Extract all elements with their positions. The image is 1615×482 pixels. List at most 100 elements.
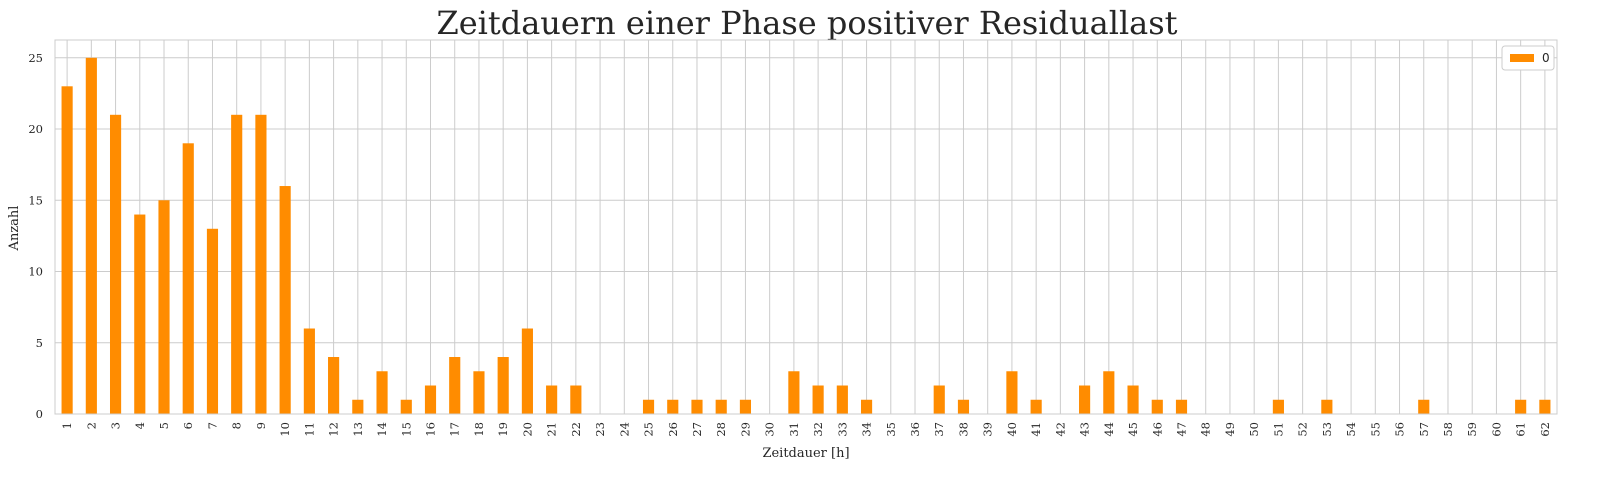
x-tick-label: 40 — [1005, 422, 1019, 437]
bar — [1127, 385, 1139, 414]
x-tick-label: 24 — [617, 422, 631, 437]
bar — [957, 399, 970, 414]
x-tick-label: 19 — [496, 422, 510, 437]
x-tick-label: 15 — [399, 422, 413, 437]
x-tick-label: 7 — [205, 422, 219, 429]
bar — [642, 399, 655, 414]
x-tick-label: 10 — [278, 422, 292, 437]
y-axis-ticks: 0 5 10 15 20 25 — [28, 51, 43, 421]
x-tick-label: 9 — [254, 422, 268, 429]
x-tick-label: 56 — [1393, 422, 1407, 437]
x-tick-label: 51 — [1271, 422, 1285, 437]
chart-title: Zeitdauern einer Phase positiver Residua… — [436, 4, 1177, 42]
x-tick-label: 48 — [1199, 422, 1213, 437]
bar — [1418, 399, 1430, 414]
y-tick-label: 5 — [36, 336, 43, 350]
x-tick-label: 55 — [1368, 422, 1382, 437]
x-tick-label: 60 — [1489, 422, 1503, 437]
x-tick-label: 52 — [1296, 422, 1310, 437]
bar — [570, 385, 582, 414]
x-tick-label: 46 — [1150, 422, 1164, 437]
legend-label: 0 — [1542, 51, 1550, 65]
x-tick-label: 35 — [884, 422, 898, 437]
x-tick-label: 59 — [1465, 422, 1479, 437]
bar — [182, 143, 194, 415]
x-tick-label: 28 — [714, 422, 728, 437]
x-tick-label: 47 — [1175, 422, 1189, 437]
x-tick-label: 13 — [351, 422, 365, 437]
x-tick-label: 41 — [1029, 422, 1043, 437]
bar — [424, 385, 437, 414]
x-tick-label: 6 — [181, 422, 195, 429]
y-tick-label: 20 — [28, 122, 43, 136]
y-tick-label: 25 — [28, 51, 43, 65]
bar — [836, 385, 848, 414]
x-tick-label: 25 — [642, 422, 656, 437]
x-tick-label: 2 — [84, 422, 98, 429]
x-tick-label: 39 — [981, 422, 995, 437]
x-tick-label: 42 — [1053, 422, 1067, 437]
bar — [352, 399, 364, 414]
x-tick-label: 37 — [932, 422, 946, 437]
x-tick-label: 29 — [738, 422, 752, 437]
bar — [933, 385, 945, 414]
bar — [788, 371, 800, 414]
bar — [1151, 399, 1163, 414]
x-tick-label: 21 — [545, 422, 559, 437]
bar — [1079, 385, 1091, 414]
x-tick-label: 23 — [593, 422, 607, 437]
y-tick-label: 0 — [36, 407, 43, 421]
x-tick-label: 61 — [1514, 422, 1528, 437]
bar — [1321, 399, 1333, 414]
x-tick-label: 20 — [520, 422, 534, 437]
bar — [255, 114, 267, 415]
bar — [231, 114, 243, 415]
x-tick-label: 12 — [327, 422, 341, 437]
x-tick-label: 44 — [1102, 422, 1116, 437]
x-tick-label: 54 — [1344, 422, 1358, 437]
bar — [400, 399, 412, 414]
x-tick-label: 5 — [157, 422, 171, 429]
bar — [739, 399, 752, 414]
y-axis-label: Anzahl — [7, 206, 22, 252]
bar — [158, 200, 170, 414]
x-tick-label: 45 — [1126, 422, 1140, 437]
x-tick-label: 3 — [109, 422, 123, 429]
legend-swatch — [1510, 54, 1534, 62]
x-tick-label: 4 — [133, 422, 147, 429]
x-tick-label: 1 — [60, 422, 74, 429]
bar — [279, 186, 291, 414]
bar — [715, 399, 727, 414]
x-tick-label: 11 — [302, 422, 316, 437]
x-tick-label: 33 — [835, 422, 849, 437]
bar — [812, 385, 824, 414]
y-tick-label: 15 — [28, 193, 43, 207]
x-axis-label: Zeitdauer [h] — [762, 446, 849, 461]
plot-frame — [54, 39, 1558, 415]
bar — [206, 228, 219, 414]
bars — [61, 57, 1551, 415]
x-tick-label: 58 — [1441, 422, 1455, 437]
x-tick-label: 49 — [1223, 422, 1237, 437]
bar — [328, 357, 340, 414]
legend: 0 — [1501, 45, 1555, 71]
bar — [497, 357, 509, 414]
bar — [134, 214, 146, 414]
bar — [860, 399, 873, 414]
x-tick-label: 18 — [472, 422, 486, 437]
bar — [85, 57, 97, 415]
x-tick-label: 22 — [569, 422, 583, 437]
bar — [449, 357, 461, 414]
x-tick-label: 17 — [448, 422, 462, 437]
bar — [1030, 399, 1042, 414]
x-tick-label: 27 — [690, 422, 704, 437]
bar — [691, 399, 703, 414]
bar — [1272, 399, 1284, 414]
bar — [1515, 399, 1527, 414]
x-tick-label: 26 — [666, 422, 680, 437]
x-tick-label: 36 — [908, 422, 922, 437]
bar — [521, 328, 533, 414]
bar — [667, 399, 679, 414]
x-tick-label: 57 — [1417, 422, 1431, 437]
